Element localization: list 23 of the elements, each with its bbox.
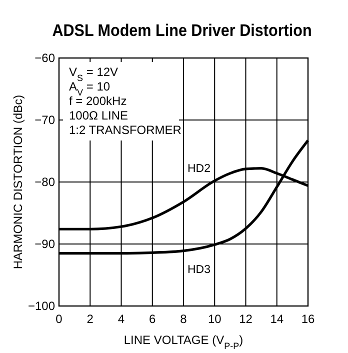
y-axis-title: HARMONIC DISTORTION (dBc)	[11, 94, 25, 270]
annotation: f = 200kHz	[69, 94, 127, 108]
annotation: 100Ω LINE	[69, 108, 128, 122]
series-label: HD2	[188, 162, 211, 175]
x-tick-label: 2	[86, 312, 94, 326]
chart-title: ADSL Modem Line Driver Distortion	[52, 21, 312, 40]
y-tick-label: −60	[34, 51, 56, 65]
y-tick-label: −70	[34, 113, 56, 127]
x-tick-label: 6	[149, 312, 156, 326]
y-tick-label: −80	[34, 175, 56, 189]
y-tick-label: −90	[34, 237, 56, 251]
x-tick-label: 0	[56, 312, 63, 326]
x-tick-label: 12	[239, 312, 253, 326]
x-tick-label: 16	[301, 312, 315, 326]
x-axis-title: LINE VOLTAGE (V$_{P-P}$)	[124, 333, 244, 351]
x-tick-label: 4	[118, 312, 125, 326]
y-tick-label: −100	[28, 299, 56, 313]
x-tick-label: 14	[270, 312, 284, 326]
series-label: HD3	[188, 264, 211, 276]
annotation: V$_{S}$ = 12V	[69, 65, 118, 83]
annotation: 1:2 TRANSFORMER	[69, 123, 182, 137]
x-tick-label: 8	[180, 312, 188, 326]
x-tick-label: 10	[208, 312, 222, 326]
